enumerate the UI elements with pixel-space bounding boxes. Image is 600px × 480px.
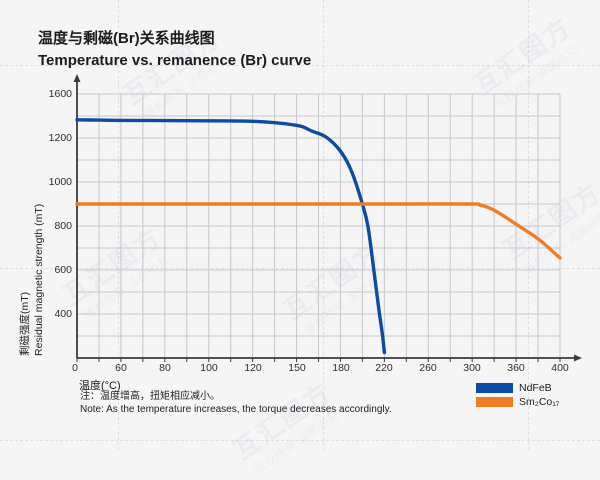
x-tick-label: 0 [72,362,78,374]
x-tick-label: 300 [463,362,481,374]
y-tick-label: 1600 [48,88,72,100]
x-tick-label: 180 [332,362,350,374]
y-tick-label: 800 [54,220,72,232]
page-title-zh: 温度与剩磁(Br)关系曲线图 [38,30,215,47]
y-tick-label: 1000 [48,176,72,188]
x-tick-label: 400 [551,362,569,374]
guide-line-horizontal [0,268,600,269]
y-axis-label-zh: 剩磁强度(mT) [19,291,31,356]
guide-line-vertical [118,0,119,450]
legend-swatch-sm2co17 [476,397,513,407]
chart-plot [73,74,582,362]
x-tick-label: 220 [375,362,393,374]
chart-canvas: 互汇图方 版权所有 盗图必究 互汇图方 版权所有 盗图必究 互汇图方 版权所有 … [0,0,600,450]
legend-label-ndfeb: NdFeB [519,382,552,394]
x-tick-label: 120 [244,362,262,374]
x-tick-label: 100 [200,362,218,374]
guide-line-horizontal [0,65,600,66]
guide-line-horizontal [0,440,600,441]
note-zh: 注：温度增高，扭矩相应减小。 [80,391,220,402]
y-tick-label: 1200 [48,132,72,144]
legend: NdFeB Sm₂Co₁₇ [476,382,559,410]
note-en: Note: As the temperature increases, the … [80,404,392,415]
y-axis-label-en: Residual magnetic strength (mT) [33,203,45,356]
legend-item-sm2co17: Sm₂Co₁₇ [476,396,559,408]
legend-item-ndfeb: NdFeB [476,382,559,394]
y-axis-label: 剩磁强度(mT) Residual magnetic strength (mT) [18,204,46,356]
y-tick-label: 400 [54,308,72,320]
y-tick-label: 600 [54,264,72,276]
guide-line-vertical [323,0,324,450]
title-block: 温度与剩磁(Br)关系曲线图 Temperature vs. remanence… [38,28,311,72]
x-tick-label: 150 [288,362,306,374]
guide-line-vertical [528,0,529,450]
page-title-en: Temperature vs. remanence (Br) curve [38,52,312,69]
legend-label-sm2co17: Sm₂Co₁₇ [519,396,560,408]
x-tick-label: 260 [419,362,437,374]
x-tick-label: 60 [115,362,127,374]
x-axis-label: 温度(°C) [79,380,121,392]
legend-swatch-ndfeb [476,383,513,393]
x-tick-label: 80 [159,362,171,374]
chart-note: 注：温度增高，扭矩相应减小。 Note: As the temperature … [80,390,392,416]
x-tick-label: 360 [507,362,525,374]
